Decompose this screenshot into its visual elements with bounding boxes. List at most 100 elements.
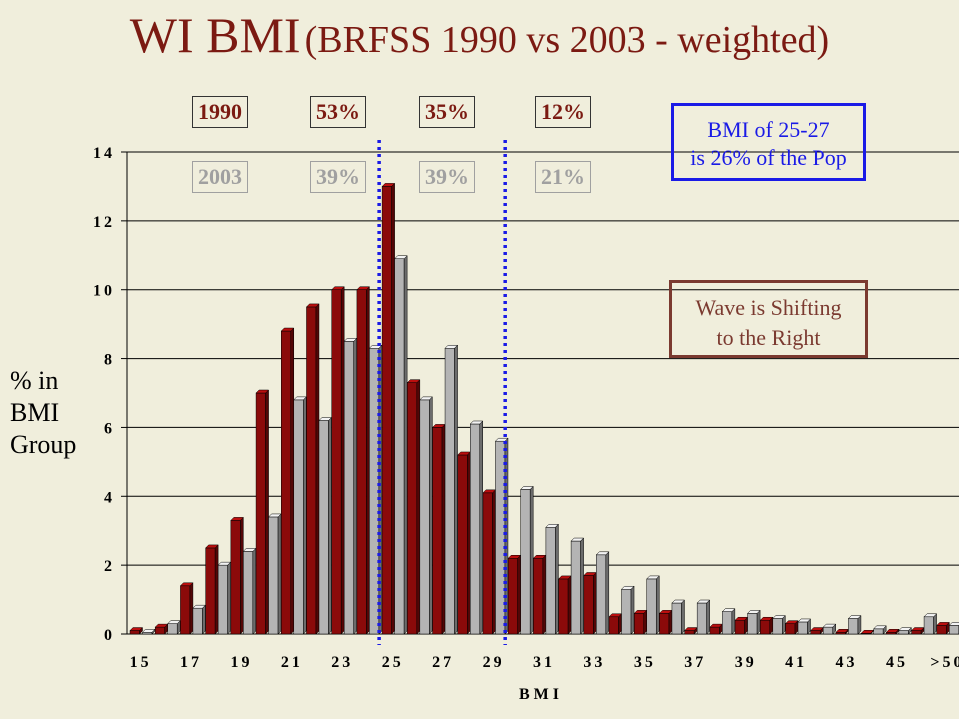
bar-side (227, 561, 231, 635)
bar-2003->50 (949, 625, 959, 635)
x-tick-label: 17 (180, 654, 202, 671)
bar-top (469, 420, 484, 425)
box-1990-30plus: 12% (535, 96, 591, 128)
chart-title: WI BMI (BRFSS 1990 vs 2003 - weighted) (0, 6, 959, 64)
box-1990-label: 1990 (192, 96, 248, 128)
x-tick-label: 31 (533, 654, 555, 671)
bar-top (671, 599, 686, 604)
bar-1990-23 (331, 289, 342, 635)
bar-side (706, 599, 710, 635)
bar-2003-31 (545, 527, 556, 635)
bar-2003-28 (470, 423, 481, 635)
bar-side (542, 554, 547, 635)
bar-1990-25 (381, 186, 392, 635)
x-axis-label: BMI (519, 686, 563, 703)
bar-2003-16 (167, 623, 178, 635)
bar-1990-46 (911, 630, 922, 635)
bar-1990-22 (306, 306, 317, 635)
x-tick-label: 15 (130, 654, 152, 671)
bar-2003-45 (898, 630, 909, 635)
bar-2003-32 (570, 540, 581, 635)
y-axis-label: % in BMI Group (10, 365, 76, 461)
bar-2003-41 (797, 621, 808, 635)
bar-2003-21 (293, 399, 304, 635)
note-blue-line1: BMI of 25-27 (707, 117, 830, 142)
x-tick-label: 21 (281, 654, 303, 671)
bar-1990-27 (432, 427, 443, 635)
bar-side (756, 609, 761, 635)
bar-2003-19 (243, 551, 254, 635)
note-wave-shifting: Wave is Shifting to the Right (669, 280, 868, 358)
bar-1990-41 (785, 623, 796, 635)
bar-top (595, 551, 610, 556)
bar-side (555, 523, 559, 635)
bar-1990-42 (810, 630, 821, 635)
bar-side (403, 255, 408, 635)
bar-top (179, 582, 194, 587)
x-tick-label: 27 (432, 654, 454, 671)
ylabel-line3: Group (10, 430, 77, 459)
bar-1990-37 (684, 630, 695, 635)
bar-2003-26 (419, 399, 430, 635)
bar-top (305, 303, 320, 308)
bar-1990-16 (154, 626, 165, 635)
bar-1990-32 (558, 578, 569, 635)
bar-top (696, 599, 711, 604)
bar-top (205, 544, 219, 549)
y-tick-label: 6 (104, 420, 115, 437)
x-tick-label: 39 (735, 654, 757, 671)
bar-top (394, 255, 408, 259)
bar-top (444, 344, 459, 349)
bar-top (822, 623, 837, 628)
bar-2003-37 (696, 602, 707, 635)
y-tick-label: 2 (104, 558, 115, 575)
bar-1990->50 (936, 625, 947, 635)
bar-2003-42 (822, 626, 833, 635)
bar-2003-40 (772, 618, 783, 635)
y-tick-label: 4 (104, 489, 115, 506)
x-tick-label: 41 (785, 654, 807, 671)
bar-top (898, 627, 912, 631)
bar-1990-20 (255, 392, 266, 635)
x-tick-label: >50 (930, 654, 959, 671)
bar-side (643, 609, 647, 635)
x-tick-label: 29 (483, 654, 505, 671)
bar-side (467, 451, 471, 635)
bar-top (255, 389, 270, 394)
bar-2003-15 (142, 632, 153, 635)
bar-side (618, 613, 622, 635)
box-1990-under25: 53% (310, 96, 366, 128)
bar-1990-29 (482, 492, 493, 635)
bar-side (933, 613, 937, 635)
bar-2003-35 (646, 578, 657, 635)
bar-top (797, 618, 812, 623)
bar-side (240, 516, 244, 635)
bar-top (873, 625, 887, 630)
note-brown-line1: Wave is Shifting (695, 295, 842, 320)
bar-side (479, 420, 484, 635)
bar-top (948, 622, 959, 626)
note-blue-line2: is 26% of the Pop (690, 145, 847, 170)
bar-side (731, 608, 736, 635)
y-tick-label: 8 (104, 352, 115, 369)
ylabel-line2: BMI (10, 398, 60, 427)
bar-2003-20 (268, 516, 279, 635)
box-2003-25to29: 39% (419, 161, 475, 193)
bar-1990-39 (734, 619, 745, 635)
bar-side (265, 389, 269, 635)
bar-2003-46 (923, 616, 934, 635)
bar-side (567, 575, 572, 635)
bar-2003-36 (671, 602, 682, 635)
bar-1990-28 (457, 454, 468, 635)
bar-top (129, 627, 144, 631)
bar-top (331, 286, 345, 290)
bar-side (681, 599, 685, 635)
y-tick-label: 12 (93, 214, 115, 231)
bar-top (759, 616, 774, 621)
y-tick-label: 10 (93, 283, 115, 300)
bar-side (529, 485, 534, 635)
bar-1990-17 (180, 585, 191, 635)
bar-side (290, 327, 295, 635)
bar-1990-36 (659, 613, 670, 635)
